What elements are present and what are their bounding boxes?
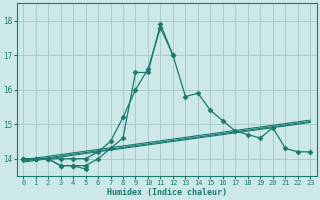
X-axis label: Humidex (Indice chaleur): Humidex (Indice chaleur) — [107, 188, 227, 197]
